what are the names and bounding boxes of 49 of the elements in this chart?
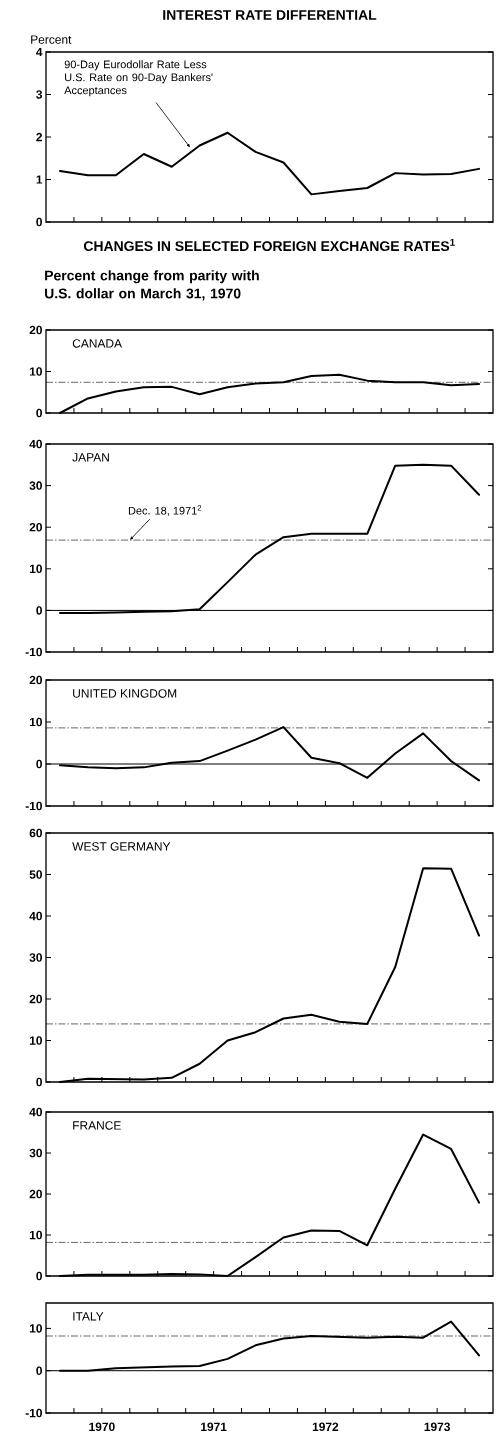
y-tick-label: 30 [29,1148,42,1158]
y-tick-label: 0 [36,1077,42,1087]
y-tick-label: 0 [36,606,42,615]
y-tick-label: 0 [36,408,42,418]
y-tick-label: 60 [29,828,42,838]
x-tick-label: 1973 [424,1422,450,1432]
y-tick-label: 20 [29,522,42,532]
annotation: CANADA [72,339,122,348]
annotation: 90-Day Eurodollar Rate Less U.S. Rate on 90-Day Bankers' Acceptances [64,60,213,97]
y-tick-label: -10 [25,1408,42,1418]
y-tick-label: 20 [29,1189,42,1199]
annotation: ITALY [73,1312,104,1321]
y-tick-label: 2 [36,132,42,142]
y-tick-label: -10 [25,647,42,657]
y-tick-label: 40 [29,911,42,921]
y-axis-title: Percent [31,35,72,44]
y-tick-label: 4 [36,47,43,57]
y-tick-label: 0 [36,217,42,227]
chart-title: CHANGES IN SELECTED FOREIGN EXCHANGE RATES$^{1}$ [83,238,455,252]
annotation: JAPAN [72,453,109,462]
y-tick-label: 10 [29,367,42,376]
y-tick-label: 3 [36,90,43,99]
y-tick-label: 10 [29,1324,42,1333]
y-tick-label: 50 [29,870,42,879]
y-tick-label: 0 [36,1271,42,1281]
annotation: WEST GERMANY [72,842,171,851]
ref-line-label: Dec. 18, 1971$^{2}$ [128,505,202,516]
annotation: FRANCE [73,1121,121,1130]
y-tick-label: 10 [29,1230,42,1240]
chart-subtitle: Percent change from parity with U.S. dollar on March 31, 1970 [45,270,259,301]
y-tick-label: -10 [25,801,42,811]
y-tick-label: 10 [29,717,42,727]
y-tick-label: 1 [36,175,43,184]
y-tick-label: 0 [36,759,42,769]
y-tick-label: 30 [29,481,42,490]
y-tick-label: 40 [29,439,42,449]
annotation: UNITED KINGDOM [73,689,177,698]
x-tick-label: 1970 [89,1422,115,1431]
y-tick-label: 20 [29,994,42,1004]
y-tick-label: 20 [29,675,42,685]
y-tick-label: 0 [36,1366,42,1375]
y-tick-label: 10 [29,1036,42,1045]
y-tick-label: 30 [29,953,42,962]
x-tick-label: 1972 [312,1422,339,1431]
chart-title: INTEREST RATE DIFFERENTIAL [163,10,377,20]
x-tick-label: 1971 [201,1422,227,1431]
y-tick-label: 10 [29,564,42,574]
y-tick-label: 40 [29,1107,42,1117]
y-tick-label: 20 [29,325,42,335]
